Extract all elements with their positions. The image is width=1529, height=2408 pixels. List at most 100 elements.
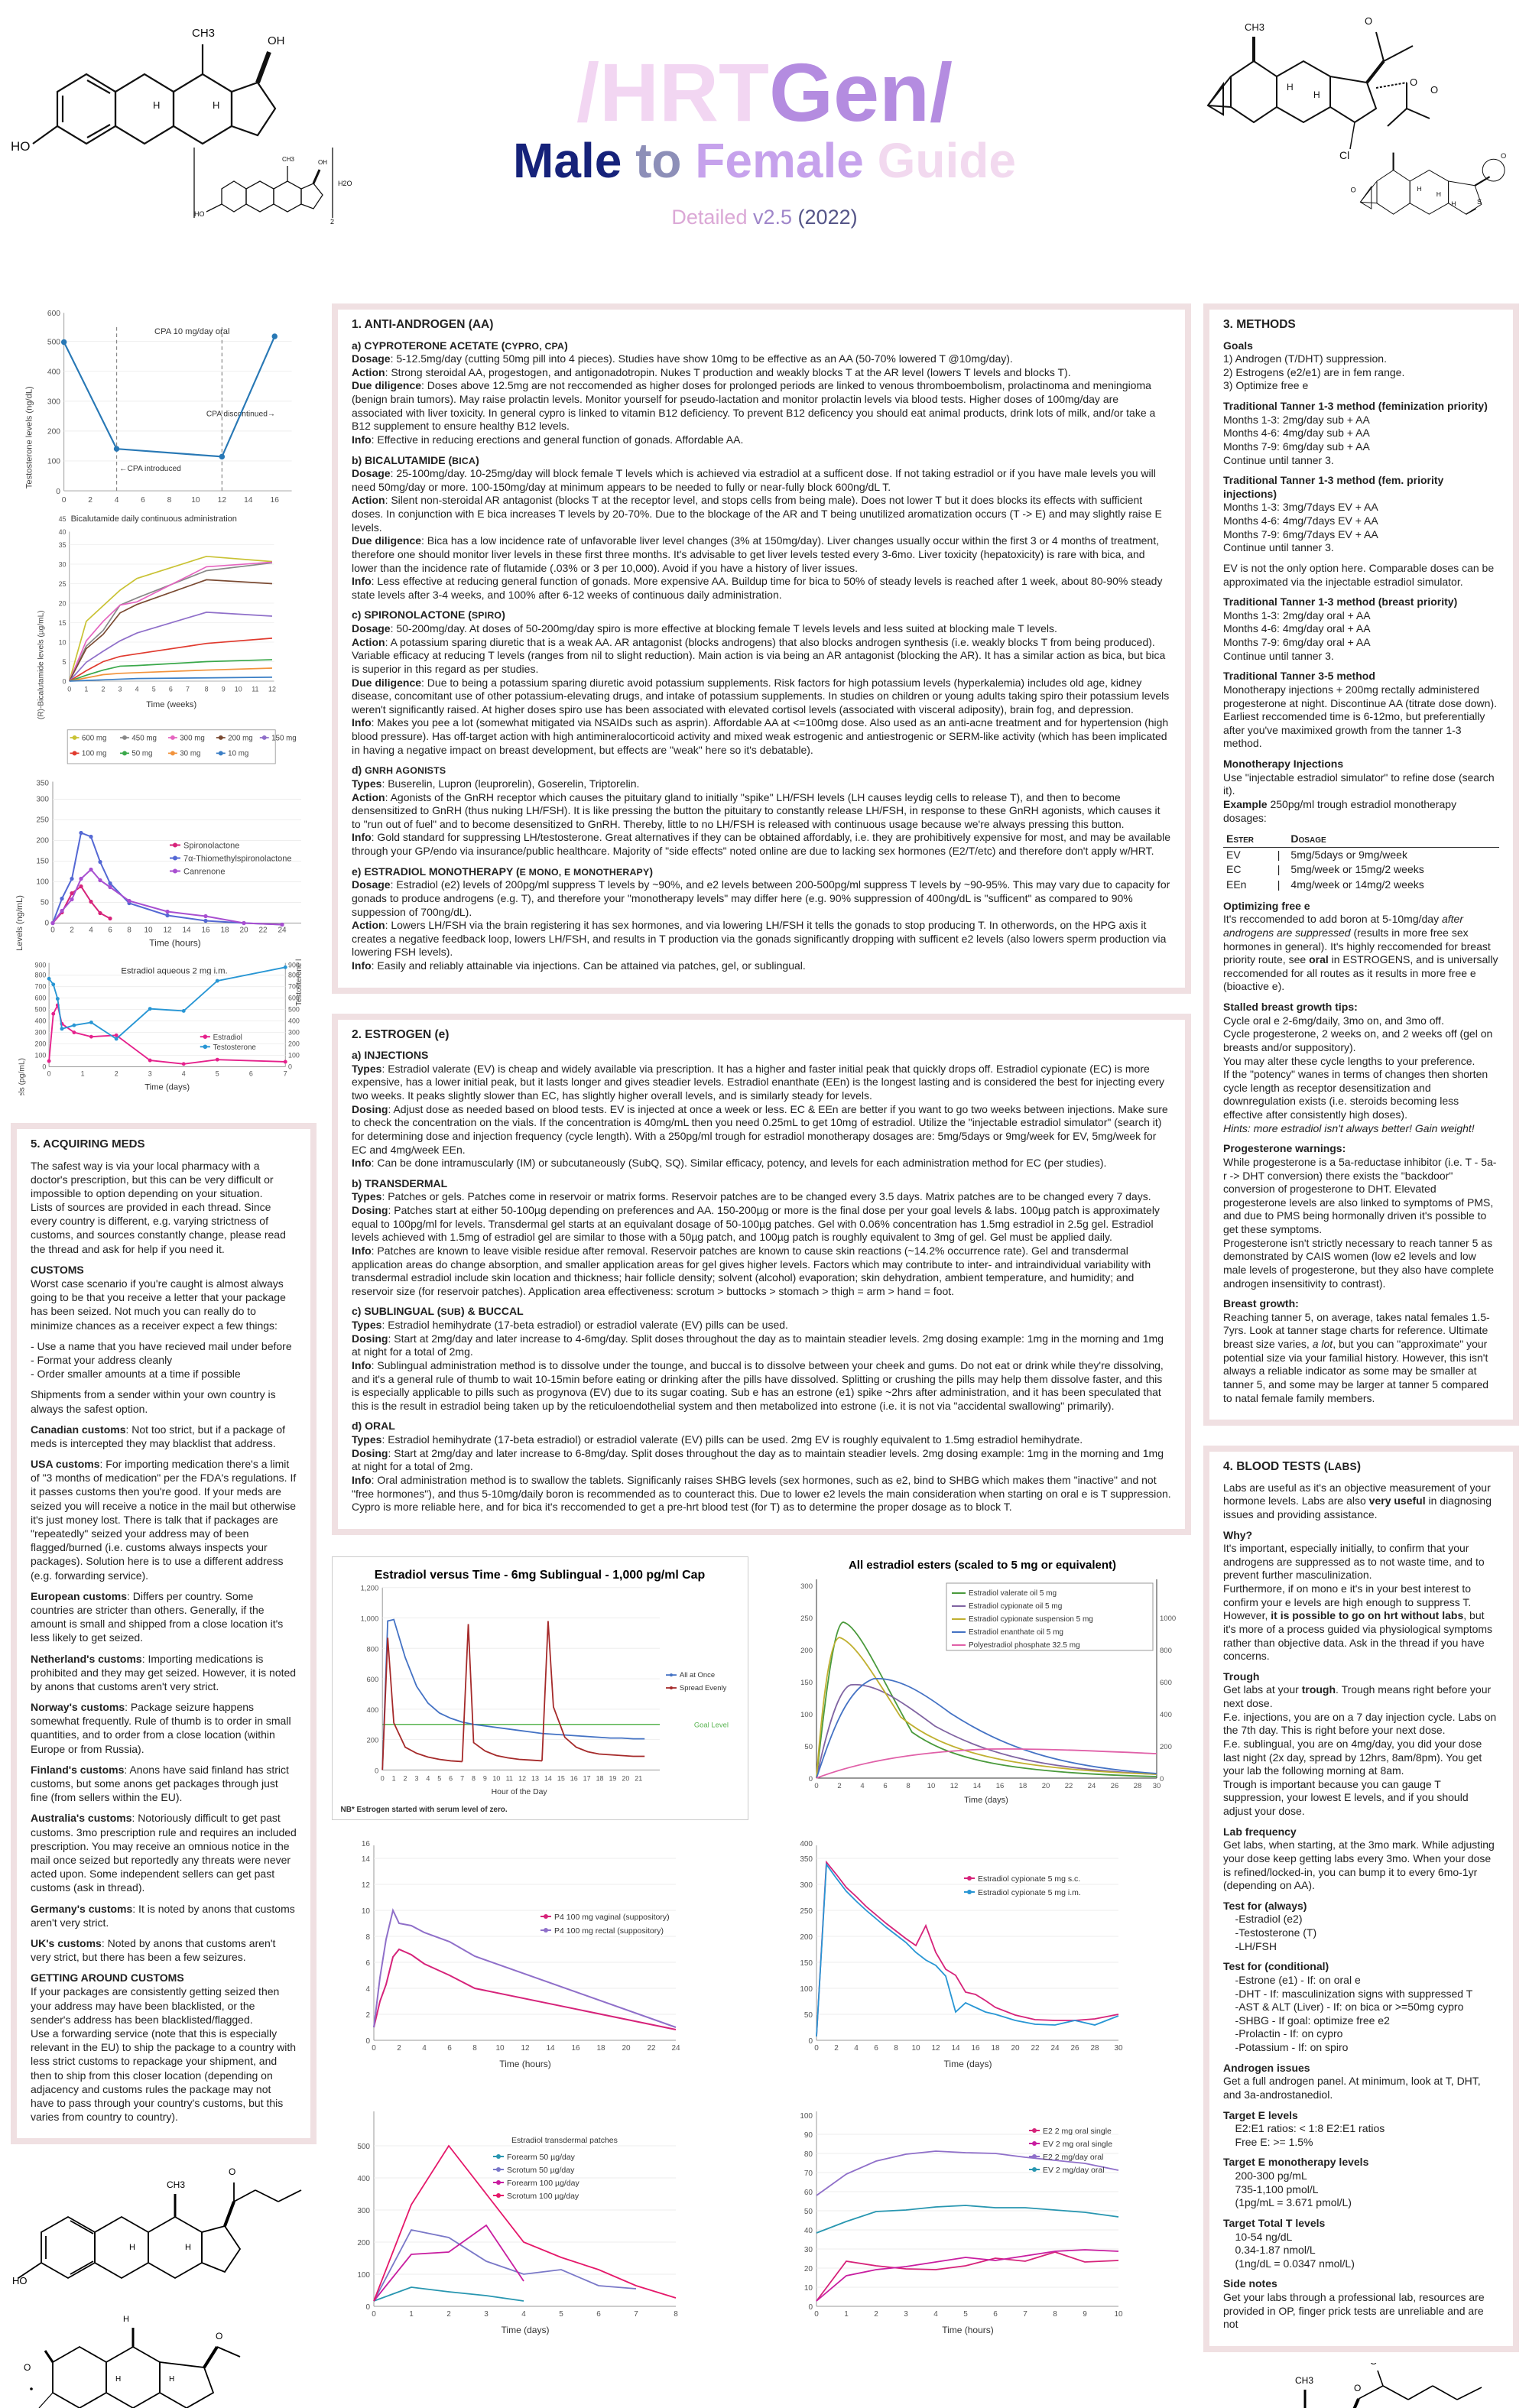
svg-text:11: 11	[252, 686, 258, 693]
svg-text:9: 9	[483, 1774, 487, 1782]
svg-text:14: 14	[544, 1774, 552, 1782]
svg-text:400: 400	[47, 368, 60, 376]
svg-text:300: 300	[36, 796, 49, 804]
svg-text:500: 500	[35, 1005, 47, 1013]
svg-text:16: 16	[996, 1782, 1005, 1790]
svg-text:24: 24	[1088, 1782, 1096, 1790]
svg-text:100: 100	[800, 1711, 813, 1719]
svg-text:12: 12	[518, 1774, 526, 1782]
svg-text:22: 22	[258, 927, 268, 935]
svg-text:Time (days): Time (days)	[944, 2059, 992, 2069]
svg-text:14: 14	[951, 2044, 960, 2053]
svg-text:800: 800	[288, 971, 300, 978]
svg-text:20: 20	[804, 2265, 813, 2273]
svg-text:0: 0	[375, 1767, 378, 1775]
svg-text:350: 350	[36, 780, 49, 788]
svg-text:600 mg: 600 mg	[82, 734, 107, 742]
svg-text:All at Once: All at Once	[680, 1671, 715, 1679]
svg-text:600: 600	[1160, 1679, 1172, 1687]
svg-text:O: O	[216, 2331, 222, 2341]
svg-text:700: 700	[288, 982, 300, 990]
svg-text:90: 90	[804, 2131, 813, 2140]
svg-text:Spironolactone: Spironolactone	[183, 842, 239, 851]
svg-text:0: 0	[809, 1775, 813, 1783]
svg-text:30: 30	[804, 2246, 813, 2254]
svg-text:6: 6	[883, 1782, 887, 1790]
svg-text:22: 22	[1065, 1782, 1073, 1790]
svg-text:E2 2 mg oral single: E2 2 mg oral single	[1043, 2127, 1112, 2136]
svg-text:CH3: CH3	[192, 27, 215, 40]
svg-text:1: 1	[409, 2310, 414, 2319]
svg-text:600: 600	[288, 994, 300, 1001]
svg-text:HO: HO	[12, 2275, 28, 2286]
svg-text:Estradiol cypionate suspension: Estradiol cypionate suspension 5 mg	[969, 1615, 1093, 1624]
svg-text:100 mg: 100 mg	[82, 750, 107, 758]
svg-text:300: 300	[357, 2207, 370, 2215]
svg-text:16: 16	[571, 2044, 580, 2053]
svg-text:150: 150	[36, 858, 49, 866]
svg-text:2: 2	[101, 686, 105, 693]
svg-text:30: 30	[59, 560, 67, 568]
svg-text:11: 11	[506, 1774, 513, 1782]
svg-text:16: 16	[271, 496, 280, 505]
svg-text:Estradiol: Estradiol	[213, 1034, 242, 1042]
svg-text:30: 30	[1153, 1782, 1161, 1790]
svg-text:200: 200	[47, 428, 60, 436]
svg-text:6: 6	[169, 686, 173, 693]
svg-text:P4 100 mg rectal (suppository): P4 100 mg rectal (suppository)	[554, 1926, 664, 1936]
svg-text:25: 25	[59, 580, 67, 588]
svg-text:14: 14	[244, 496, 253, 505]
svg-text:250: 250	[36, 816, 49, 825]
svg-text:20: 20	[59, 599, 67, 607]
svg-text:12: 12	[950, 1782, 959, 1790]
svg-text:600: 600	[35, 994, 47, 1001]
svg-text:8: 8	[167, 496, 172, 505]
svg-text:0: 0	[814, 2044, 819, 2053]
svg-text:150: 150	[800, 1959, 813, 1968]
svg-text:20: 20	[1011, 2044, 1020, 2053]
svg-text:100: 100	[288, 1051, 300, 1059]
svg-text:5: 5	[559, 2310, 563, 2319]
svg-text:3: 3	[414, 1774, 418, 1782]
svg-text:200: 200	[36, 837, 49, 845]
svg-text:900: 900	[288, 961, 300, 969]
svg-text:8: 8	[1053, 2310, 1057, 2319]
svg-text:3: 3	[118, 686, 122, 693]
svg-text:4: 4	[115, 496, 119, 505]
svg-text:Forearm 50 µg/day: Forearm 50 µg/day	[507, 2153, 576, 2162]
svg-text:4: 4	[933, 2310, 938, 2319]
svg-text:2: 2	[397, 2044, 401, 2053]
svg-text:16: 16	[570, 1774, 578, 1782]
svg-text:Estradiol cypionate 5 mg s.c.: Estradiol cypionate 5 mg s.c.	[978, 1874, 1080, 1884]
svg-text:2: 2	[115, 1070, 118, 1078]
svg-text:450 mg: 450 mg	[131, 734, 157, 742]
svg-text:1: 1	[81, 1070, 85, 1078]
svg-text:5: 5	[216, 1070, 219, 1078]
svg-text:28: 28	[1090, 2044, 1099, 2053]
svg-text:10: 10	[911, 2044, 920, 2053]
svg-text:16: 16	[971, 2044, 980, 2053]
svg-text:150 mg: 150 mg	[271, 734, 297, 742]
svg-text:0: 0	[814, 2310, 819, 2319]
svg-text:Canrenone: Canrenone	[183, 868, 225, 877]
svg-text:13: 13	[531, 1774, 539, 1782]
svg-text:Time (hours): Time (hours)	[149, 938, 201, 949]
svg-text:12: 12	[521, 2044, 530, 2053]
svg-text:Estradiol valerate oil 5 mg: Estradiol valerate oil 5 mg	[969, 1589, 1057, 1598]
svg-text:800: 800	[1160, 1647, 1172, 1655]
svg-text:12: 12	[362, 1881, 371, 1890]
svg-text:15: 15	[59, 619, 67, 627]
svg-text:Time (weeks): Time (weeks)	[146, 700, 196, 709]
svg-text:10: 10	[927, 1782, 936, 1790]
svg-text:22: 22	[1031, 2044, 1040, 2053]
svg-text:Time (hours): Time (hours)	[499, 2059, 551, 2069]
svg-text:6: 6	[874, 2044, 878, 2053]
svg-text:7: 7	[284, 1070, 287, 1078]
svg-text:3: 3	[484, 2310, 489, 2319]
svg-text:300: 300	[47, 398, 60, 406]
svg-text:7: 7	[634, 2310, 638, 2319]
svg-text:100: 100	[47, 458, 60, 466]
svg-text:7: 7	[186, 686, 190, 693]
svg-text:Forearm 100 µg/day: Forearm 100 µg/day	[507, 2179, 580, 2188]
svg-text:4: 4	[89, 927, 93, 935]
